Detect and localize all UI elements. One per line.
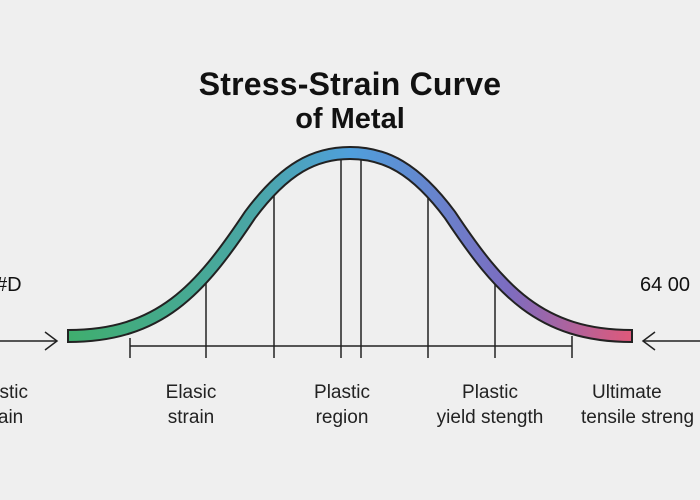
label-line1: Plastic	[314, 382, 370, 403]
label-line2: region	[315, 407, 369, 428]
right-arrow-icon	[641, 331, 700, 351]
label-plastic-region: Plastic region	[282, 380, 402, 430]
diagram-title-line1: Stress-Strain Curve	[198, 66, 502, 102]
label-line2: strain	[167, 407, 215, 428]
label-ultimate-tensile-strength: Ultimate tensile streng	[578, 380, 700, 430]
division-lines	[129, 158, 573, 358]
label-line2: tensile streng	[581, 407, 695, 428]
label-line1: Elasic	[165, 382, 217, 403]
label-line2: yield stength	[436, 407, 544, 428]
label-elasic-strain: Elasic strain	[131, 380, 251, 430]
label-line1: Plastic	[462, 382, 518, 403]
right-side-text: 64 00	[640, 274, 691, 296]
label-line1: Elastic	[0, 382, 28, 403]
label-elastic-strain: Elastic strain	[0, 380, 60, 430]
diagram-title-line2: of Metal	[295, 103, 405, 135]
left-arrow-icon	[0, 331, 59, 351]
label-plastic-yield-strength: Plastic yield stength	[410, 380, 570, 430]
label-line1: Ultimate	[592, 382, 662, 403]
left-side-text: #D	[0, 274, 22, 296]
stress-strain-curve	[67, 147, 633, 341]
curve-outline	[67, 145, 633, 343]
label-line2: strain	[0, 407, 24, 428]
